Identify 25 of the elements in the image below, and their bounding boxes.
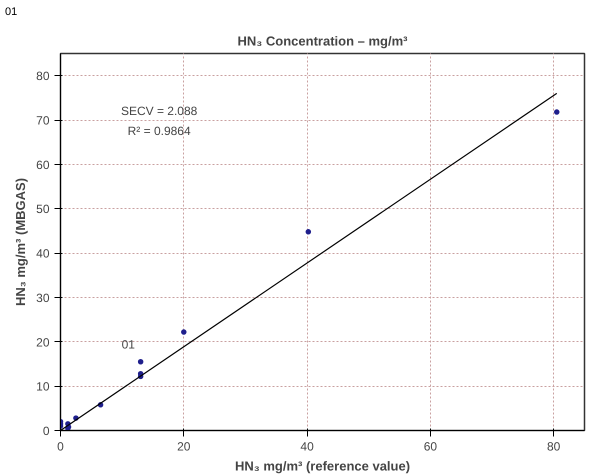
y-tick-label: 10 [36, 380, 50, 394]
y-tick-label: 70 [36, 114, 50, 128]
y-tick-label: 0 [42, 424, 50, 438]
y-axis-title: HN₃ mg/m³ (MBGAS) [13, 178, 28, 306]
y-tick-label: 30 [36, 290, 50, 305]
x-axis-title: HN₃ mg/m³ (reference value) [234, 458, 410, 474]
x-tick-label: 80 [547, 440, 561, 454]
x-tick-label: 40 [300, 440, 314, 454]
point [181, 329, 187, 335]
annotation: 01 [122, 338, 136, 352]
text: 01 [5, 5, 18, 20]
y-tick-label: 80 [36, 69, 50, 84]
y-tick-label: 40 [36, 246, 50, 261]
y-tick-label: 60 [36, 158, 50, 172]
annotation: R² = 0.9864 [128, 124, 191, 138]
x-tick-label: 20 [177, 440, 191, 454]
x-tick-label: 60 [424, 440, 438, 454]
annotation: SECV = 2.088 [120, 104, 198, 118]
point [138, 359, 144, 364]
point [554, 109, 560, 115]
y-tick-label: 20 [36, 335, 50, 350]
y-tick-label: 50 [36, 202, 50, 216]
point [306, 229, 312, 235]
x-tick-label: 0 [57, 440, 64, 454]
chart-title: HN₃ Concentration – mg/m³ [238, 34, 408, 48]
